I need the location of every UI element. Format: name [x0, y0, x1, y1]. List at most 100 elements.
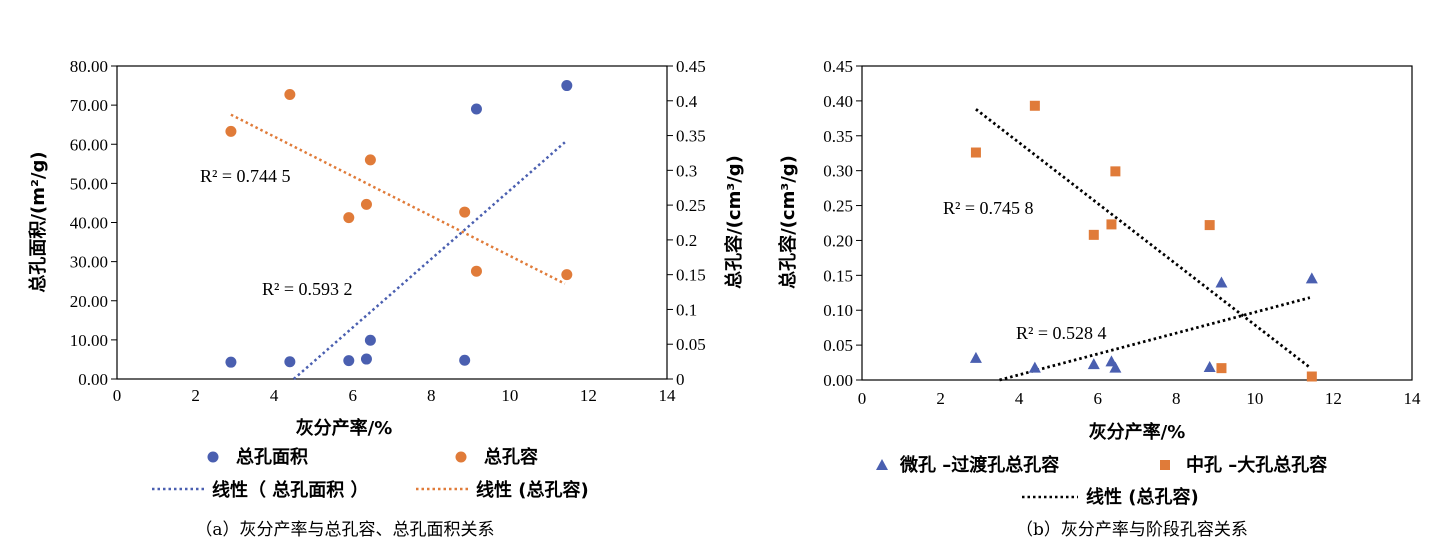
- chart-a-legend-label-volume-trend: 线性 (总孔容): [476, 479, 589, 501]
- chart-a-y-left-axis-label: 总孔面积/(m²/g): [27, 151, 49, 292]
- chart-a-y-left-tick-label: 20.00: [70, 292, 108, 311]
- chart-a-y-left-tick-label: 30.00: [70, 253, 108, 272]
- chart-b-caption: （b）灰分产率与阶段孔容关系: [1016, 520, 1248, 540]
- chart-b-legend-marker-meso: [1160, 460, 1170, 470]
- chart-a-point-volume: [284, 89, 296, 101]
- chart-b: 0 2 4 6 8 10 12 14 0.00 0.05 0.10 0.15 0.20 0.25 0.30…: [777, 57, 1421, 540]
- chart-b-legend-label-micro: 微孔 –过渡孔总孔容: [899, 454, 1059, 476]
- chart-a-point-area: [364, 334, 376, 346]
- chart-b-point-meso: [1204, 220, 1215, 231]
- chart-a-legend-marker-area: [207, 451, 219, 463]
- chart-b-point-meso: [1216, 363, 1227, 374]
- chart-b-x-tick-label: 2: [936, 389, 945, 408]
- chart-b-trendlines: [975, 108, 1311, 382]
- chart-a-y-left-tick-label: 70.00: [70, 96, 108, 115]
- chart-a-point-area: [470, 103, 482, 115]
- chart-a-r2-area: R² = 0.593 2: [262, 279, 353, 299]
- chart-b-point-meso: [1088, 229, 1099, 240]
- chart-a-point-volume: [360, 198, 372, 210]
- chart-b-x-tick-label: 8: [1172, 389, 1181, 408]
- chart-b-point-micro: [1305, 272, 1318, 284]
- chart-a-x-tick-label: 6: [348, 386, 357, 405]
- chart-a-x-axis-label: 灰分产率/%: [296, 417, 393, 439]
- chart-b-trendline-micro: [999, 296, 1311, 382]
- chart-b-r2-volume: R² = 0.745 8: [943, 198, 1034, 218]
- chart-a-y-right-tick-label: 0: [676, 370, 685, 389]
- chart-b-point-meso: [1029, 100, 1040, 111]
- chart-b-y-tick-label: 0.05: [823, 336, 853, 355]
- chart-a-point-area: [561, 80, 573, 92]
- chart-b-point-meso: [970, 147, 981, 158]
- chart-a-caption: （a）灰分产率与总孔容、总孔面积关系: [195, 520, 494, 540]
- chart-a-x-ticks: 0 2 4 6 8 10 12 14: [113, 386, 676, 405]
- chart-a-y-right-tick-label: 0.3: [676, 161, 697, 180]
- chart-a-trendlines: [230, 113, 566, 380]
- chart-a-x-tick-label: 2: [191, 386, 200, 405]
- chart-b-point-micro: [1087, 358, 1100, 370]
- chart-b-y-tick-label: 0.45: [823, 57, 853, 76]
- chart-a-point-area: [360, 353, 372, 365]
- chart-a-y-left-tick-label: 50.00: [70, 174, 108, 193]
- chart-a-point-area: [284, 356, 296, 368]
- chart-a-y-right-axis-label: 总孔容/(cm³/g): [723, 155, 745, 289]
- chart-b-x-tick-label: 4: [1015, 389, 1024, 408]
- chart-b-legend-label-meso: 中孔 –大孔总孔容: [1186, 454, 1327, 476]
- chart-b-point-micro: [1109, 361, 1122, 373]
- chart-b-x-axis-label: 灰分产率/%: [1089, 421, 1186, 443]
- chart-a-x-tick-label: 0: [113, 386, 122, 405]
- chart-b-y-tick-label: 0.40: [823, 92, 853, 111]
- chart-a-y-right-tick-label: 0.45: [676, 57, 706, 76]
- chart-a-r2-volume: R² = 0.744 5: [200, 166, 291, 186]
- chart-b-point-micro: [969, 351, 982, 363]
- chart-a-y-right-tick-label: 0.1: [676, 300, 697, 319]
- chart-b-y-ticks: 0.00 0.05 0.10 0.15 0.20 0.25 0.30 0.35 0.40 0.45: [823, 57, 862, 390]
- chart-a-x-tick-label: 4: [270, 386, 279, 405]
- chart-b-point-micro: [1028, 361, 1041, 373]
- chart-b-y-tick-label: 0.10: [823, 301, 853, 320]
- chart-a-y-left-tick-label: 80.00: [70, 57, 108, 76]
- chart-b-point-micro: [1203, 360, 1216, 372]
- chart-a-y-right-tick-label: 0.25: [676, 196, 706, 215]
- chart-a-x-tick-label: 14: [659, 386, 677, 405]
- chart-b-legend-label-trend: 线性 (总孔容): [1086, 486, 1199, 508]
- chart-a-plot-area: [116, 65, 668, 380]
- chart-b-r2-micro: R² = 0.528 4: [1016, 323, 1107, 343]
- chart-b-x-tick-label: 0: [858, 389, 867, 408]
- chart-b-y-tick-label: 0.25: [823, 197, 853, 216]
- chart-b-y-axis-label: 总孔容/(cm³/g): [777, 155, 799, 289]
- chart-b-x-tick-label: 14: [1404, 389, 1422, 408]
- chart-a-x-tick-label: 12: [580, 386, 597, 405]
- chart-a-y-left-tick-label: 40.00: [70, 214, 108, 233]
- chart-b-point-meso: [1106, 219, 1117, 230]
- chart-a-y-left-tick-label: 60.00: [70, 135, 108, 154]
- chart-b-point-meso: [1306, 371, 1317, 382]
- chart-b-y-tick-label: 0.20: [823, 231, 853, 250]
- chart-a-y-right-ticks: 0 0.05 0.1 0.15 0.2 0.25 0.3 0.35 0.4 0.45: [667, 57, 706, 389]
- chart-a-point-area: [343, 355, 355, 367]
- chart-a-point-volume: [364, 154, 376, 166]
- chart-b-y-tick-label: 0.15: [823, 266, 853, 285]
- chart-a-y-right-tick-label: 0.15: [676, 266, 706, 285]
- chart-a-x-tick-label: 10: [501, 386, 518, 405]
- chart-b-points: [969, 100, 1318, 382]
- chart-a-y-left-ticks: 0.00 10.00 20.00 30.00 40.00 50.00 60.00 70.00 8…: [70, 57, 117, 389]
- chart-a-point-volume: [470, 265, 482, 277]
- chart-b-x-tick-label: 6: [1093, 389, 1102, 408]
- chart-b-y-tick-label: 0.00: [823, 371, 853, 390]
- chart-a-trendline-area: [292, 141, 566, 380]
- chart-a-point-volume: [561, 269, 573, 281]
- chart-a-y-right-tick-label: 0.35: [676, 127, 706, 146]
- chart-a-point-volume: [343, 212, 355, 224]
- chart-a-y-right-tick-label: 0.05: [676, 335, 706, 354]
- chart-a-legend-marker-volume: [455, 451, 467, 463]
- chart-a-x-tick-label: 8: [427, 386, 436, 405]
- chart-a-y-left-tick-label: 0.00: [78, 370, 108, 389]
- chart-a-legend-label-area: 总孔面积: [236, 446, 308, 468]
- chart-a-point-area: [225, 356, 237, 368]
- chart-a: 0 2 4 6 8 10 12 14 0.00 10.00 20.00 30.00 40.00 50.0…: [27, 57, 745, 540]
- chart-b-point-meso: [1110, 166, 1121, 177]
- chart-b-x-ticks: 0 2 4 6 8 10 12 14: [858, 389, 1421, 408]
- chart-b-plot-area: [861, 65, 1413, 381]
- chart-b-x-tick-label: 12: [1325, 389, 1342, 408]
- chart-a-legend-label-volume: 总孔容: [484, 446, 538, 468]
